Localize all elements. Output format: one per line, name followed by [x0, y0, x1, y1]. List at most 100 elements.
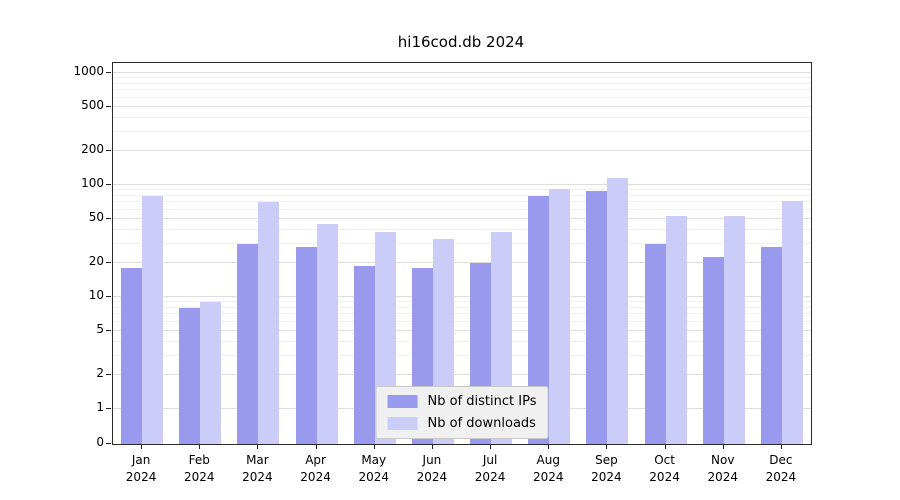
- x-axis-tick-label: Sep 2024: [577, 452, 635, 486]
- bar-downloads-aug: [549, 189, 571, 444]
- grid-line-major: [113, 217, 811, 219]
- x-label-month: Feb: [188, 453, 210, 467]
- grid-line-minor: [113, 208, 811, 210]
- y-axis-tick: [106, 296, 111, 297]
- bar-downloads-jan: [142, 195, 164, 444]
- legend: Nb of distinct IPs Nb of downloads: [375, 386, 549, 439]
- y-axis-tick: [106, 374, 111, 376]
- x-axis-tick: [373, 445, 375, 449]
- y-axis-tick: [106, 72, 111, 73]
- x-label-year: 2024: [416, 470, 448, 484]
- y-axis-tick-label: 200: [81, 142, 104, 157]
- grid-line-minor: [113, 354, 811, 356]
- bar-distinct-ips-dec: [760, 246, 782, 444]
- x-axis-tick-label: Dec 2024: [752, 452, 810, 486]
- y-axis-tick-label: 0: [96, 435, 104, 449]
- x-axis-tick-label: Jul 2024: [461, 452, 519, 486]
- x-label-year: 2024: [591, 470, 622, 484]
- x-label-year: 2024: [707, 470, 738, 484]
- legend-label-distinct-ips: Nb of distinct IPs: [427, 394, 537, 409]
- x-axis-tick: [199, 445, 201, 449]
- x-label-year: 2024: [649, 470, 680, 484]
- x-axis-tick: [548, 445, 550, 449]
- x-label-year: 2024: [300, 470, 331, 484]
- grid-line-major: [113, 329, 811, 331]
- grid-line-minor: [113, 228, 811, 230]
- y-axis-tick-label: 100: [81, 176, 104, 190]
- y-axis-tick: [106, 443, 111, 444]
- bar-downloads-sep: [607, 178, 629, 444]
- y-axis-tick-label: 10: [88, 288, 104, 302]
- bar-distinct-ips-may: [353, 265, 375, 444]
- y-axis-tick-label: 1000: [73, 64, 104, 78]
- grid-line-major: [113, 72, 811, 73]
- y-axis-tick: [106, 105, 111, 107]
- x-label-year: 2024: [183, 470, 215, 484]
- grid-line-major: [113, 262, 811, 264]
- plot-area: Nb of distinct IPs Nb of downloads: [112, 62, 812, 445]
- x-axis-tick-label: Nov 2024: [694, 452, 752, 486]
- x-axis-tick: [315, 445, 317, 449]
- grid-line-minor: [113, 96, 811, 98]
- grid-line-minor: [113, 306, 811, 308]
- bar-downloads-feb: [200, 302, 222, 444]
- legend-item-distinct-ips: Nb of distinct IPs: [387, 394, 537, 409]
- x-axis-tick: [490, 445, 492, 449]
- x-axis-tick-label: Feb 2024: [170, 452, 228, 486]
- grid-line-minor: [113, 130, 811, 132]
- grid-line-major: [113, 105, 811, 107]
- bar-distinct-ips-apr: [295, 246, 317, 444]
- x-axis-tick: [780, 445, 782, 449]
- bar-distinct-ips-jan: [121, 268, 143, 444]
- grid-line-major: [113, 184, 811, 185]
- grid-line-minor: [113, 89, 811, 91]
- x-axis-tick: [257, 445, 259, 449]
- bar-downloads-apr: [316, 223, 338, 444]
- x-label-year: 2024: [765, 470, 797, 484]
- bar-distinct-ips-nov: [702, 256, 724, 444]
- y-axis-tick: [106, 329, 111, 331]
- y-axis-tick: [106, 217, 111, 219]
- bar-downloads-oct: [665, 215, 687, 444]
- x-label-month: Mar: [246, 453, 269, 467]
- grid-line-major: [113, 296, 811, 297]
- x-label-year: 2024: [242, 470, 273, 484]
- x-axis-tick: [606, 445, 608, 449]
- x-label-year: 2024: [532, 470, 564, 484]
- x-label-year: 2024: [474, 470, 506, 484]
- bar-distinct-ips-oct: [644, 243, 666, 444]
- chart-title: hi16cod.db 2024: [397, 33, 525, 51]
- x-label-month: Aug: [536, 453, 560, 467]
- legend-swatch-downloads: [387, 417, 418, 430]
- grid-line-minor: [113, 116, 811, 118]
- y-axis-tick-label: 5: [96, 321, 104, 336]
- x-axis-tick-label: Apr 2024: [287, 452, 345, 486]
- grid-line-minor: [113, 189, 811, 191]
- grid-line-minor: [113, 301, 811, 303]
- x-axis-tick: [431, 445, 433, 449]
- bar-downloads-dec: [781, 200, 803, 444]
- grid-line-minor: [113, 320, 811, 322]
- x-label-year: 2024: [358, 470, 389, 484]
- x-axis-tick-label: Oct 2024: [636, 452, 694, 486]
- x-label-month: Jan: [131, 453, 151, 467]
- x-label-month: Nov: [711, 453, 735, 467]
- y-axis-tick: [106, 408, 111, 409]
- x-label-month: Jun: [422, 453, 442, 467]
- x-label-year: 2024: [125, 470, 157, 484]
- x-label-month: Sep: [595, 453, 618, 467]
- grid-line-major: [113, 150, 811, 152]
- grid-line-minor: [113, 340, 811, 342]
- bar-distinct-ips-mar: [237, 243, 259, 444]
- x-axis-tick: [141, 445, 143, 449]
- x-label-month: Jul: [482, 453, 498, 467]
- x-axis-tick-label: Jan 2024: [112, 452, 170, 486]
- bar-distinct-ips-sep: [586, 191, 608, 444]
- x-label-month: Apr: [305, 453, 326, 467]
- x-axis-tick-label: Aug 2024: [519, 452, 577, 486]
- grid-line-minor: [113, 242, 811, 244]
- y-axis-tick-label: 500: [81, 97, 104, 112]
- y-axis-tick-label: 20: [88, 254, 104, 269]
- bar-downloads-mar: [258, 202, 280, 444]
